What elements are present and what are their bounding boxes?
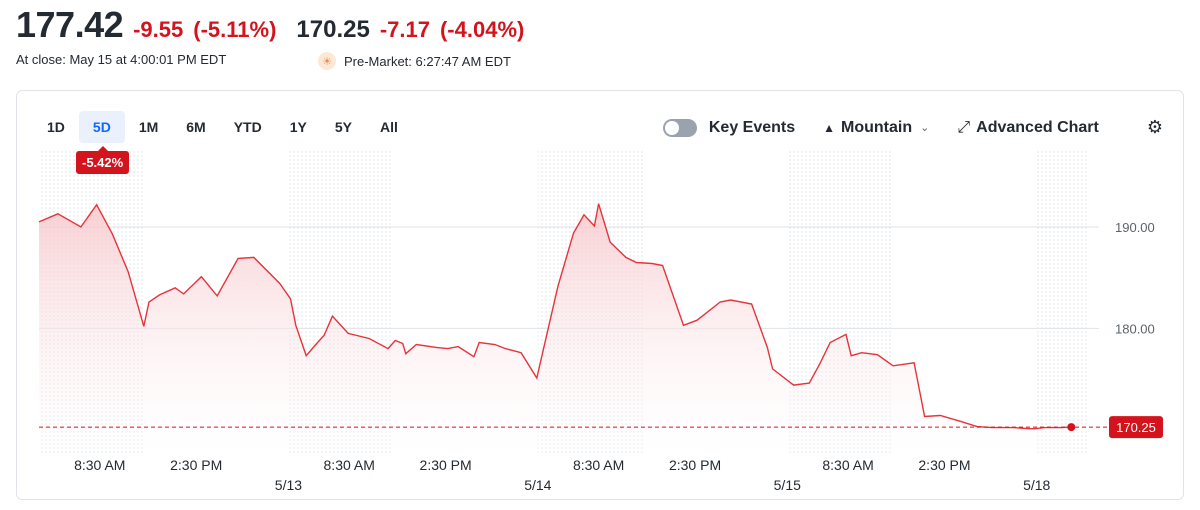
range-button-1d[interactable]: 1D xyxy=(47,119,65,135)
x-time-label: 8:30 AM xyxy=(573,457,624,473)
premarket-change: -7.17 xyxy=(379,17,430,42)
y-tick-label: 180.00 xyxy=(1115,321,1155,336)
premarket-timestamp: ☀ Pre-Market: 6:27:47 AM EDT xyxy=(318,52,511,70)
last-price-tag: 170.25 xyxy=(1109,416,1163,439)
range-button-5d[interactable]: 5D xyxy=(78,111,125,143)
range-selector: 1D 5D 1M 6M YTD 1Y 5Y All xyxy=(33,111,412,143)
price-chart[interactable]: 190.00 180.00 8:30 AM 2:30 PM 5/13 8:30 AM 2:… xyxy=(17,91,1183,499)
y-tick-label: 190.00 xyxy=(1115,220,1155,235)
range-button-6m[interactable]: 6M xyxy=(186,119,206,135)
range-button-5y[interactable]: 5Y xyxy=(334,119,352,135)
chart-toolbar: Key Events ▲ Mountain ⌄ ⤢ Advanced Chart… xyxy=(662,117,1163,138)
toggle-switch[interactable] xyxy=(662,118,697,137)
expand-icon: ⤢ xyxy=(957,118,971,136)
period-change-value: -5.42% xyxy=(82,155,124,170)
price-change: -9.55 xyxy=(133,17,184,42)
last-price-label: 170.25 xyxy=(1116,420,1156,435)
chevron-down-icon: ⌄ xyxy=(920,122,930,134)
last-price-tag-bg xyxy=(1109,416,1163,439)
x-date-label: 5/18 xyxy=(1023,477,1050,493)
gear-icon[interactable]: ⚙ xyxy=(1146,117,1163,137)
x-axis: 8:30 AM 2:30 PM 5/13 8:30 AM 2:30 PM 5/14 8:30… xyxy=(74,457,1050,493)
x-time-label: 8:30 AM xyxy=(822,457,873,473)
range-button-1y[interactable]: 1Y xyxy=(289,119,307,135)
extended-hours-band xyxy=(1036,151,1087,455)
toggle-knob xyxy=(664,120,679,135)
chart-style-label: Mountain xyxy=(841,118,913,136)
sunrise-icon: ☀ xyxy=(318,52,336,70)
y-axis: 190.00 180.00 xyxy=(1115,220,1155,336)
x-date-label: 5/15 xyxy=(774,477,801,493)
mountain-icon: ▲ xyxy=(823,120,836,135)
quote-header: 177.42 -9.55 (-5.11%) 170.25 -7.17 (-4.0… xyxy=(16,4,524,48)
range-button-ytd[interactable]: YTD xyxy=(233,119,262,135)
premarket-label: Pre-Market: 6:27:47 AM EDT xyxy=(344,53,511,69)
x-time-label: 8:30 AM xyxy=(74,457,125,473)
premarket-change-pct: (-4.04%) xyxy=(439,17,525,42)
close-timestamp: At close: May 15 at 4:00:01 PM EDT xyxy=(16,52,227,67)
badge-arrow xyxy=(97,146,108,151)
range-button-1m[interactable]: 1M xyxy=(138,119,159,135)
last-price-dot xyxy=(1067,423,1076,432)
range-button-all[interactable]: All xyxy=(379,119,398,135)
x-time-label: 8:30 AM xyxy=(324,457,375,473)
premarket-price: 170.25 xyxy=(296,16,370,43)
current-price: 177.42 xyxy=(16,4,124,45)
period-change-badge: -5.42% xyxy=(76,146,130,174)
key-events-toggle[interactable]: Key Events xyxy=(662,118,796,137)
x-time-label: 2:30 PM xyxy=(669,457,721,473)
chart-style-dropdown[interactable]: ▲ Mountain ⌄ xyxy=(823,119,929,137)
price-change-pct: (-5.11%) xyxy=(193,17,277,42)
advanced-chart-button[interactable]: ⤢ Advanced Chart xyxy=(957,119,1099,137)
x-date-label: 5/13 xyxy=(275,477,302,493)
price-line xyxy=(38,203,1072,430)
x-time-label: 2:30 PM xyxy=(918,457,970,473)
advanced-chart-label: Advanced Chart xyxy=(976,118,1099,136)
x-date-label: 5/14 xyxy=(524,477,551,493)
chart-card: 1D 5D 1M 6M YTD 1Y 5Y All Key Events ▲ Mountain… xyxy=(16,90,1184,500)
key-events-label: Key Events xyxy=(708,118,796,136)
price-area xyxy=(39,203,1072,455)
x-time-label: 2:30 PM xyxy=(420,457,472,473)
x-time-label: 2:30 PM xyxy=(170,457,222,473)
